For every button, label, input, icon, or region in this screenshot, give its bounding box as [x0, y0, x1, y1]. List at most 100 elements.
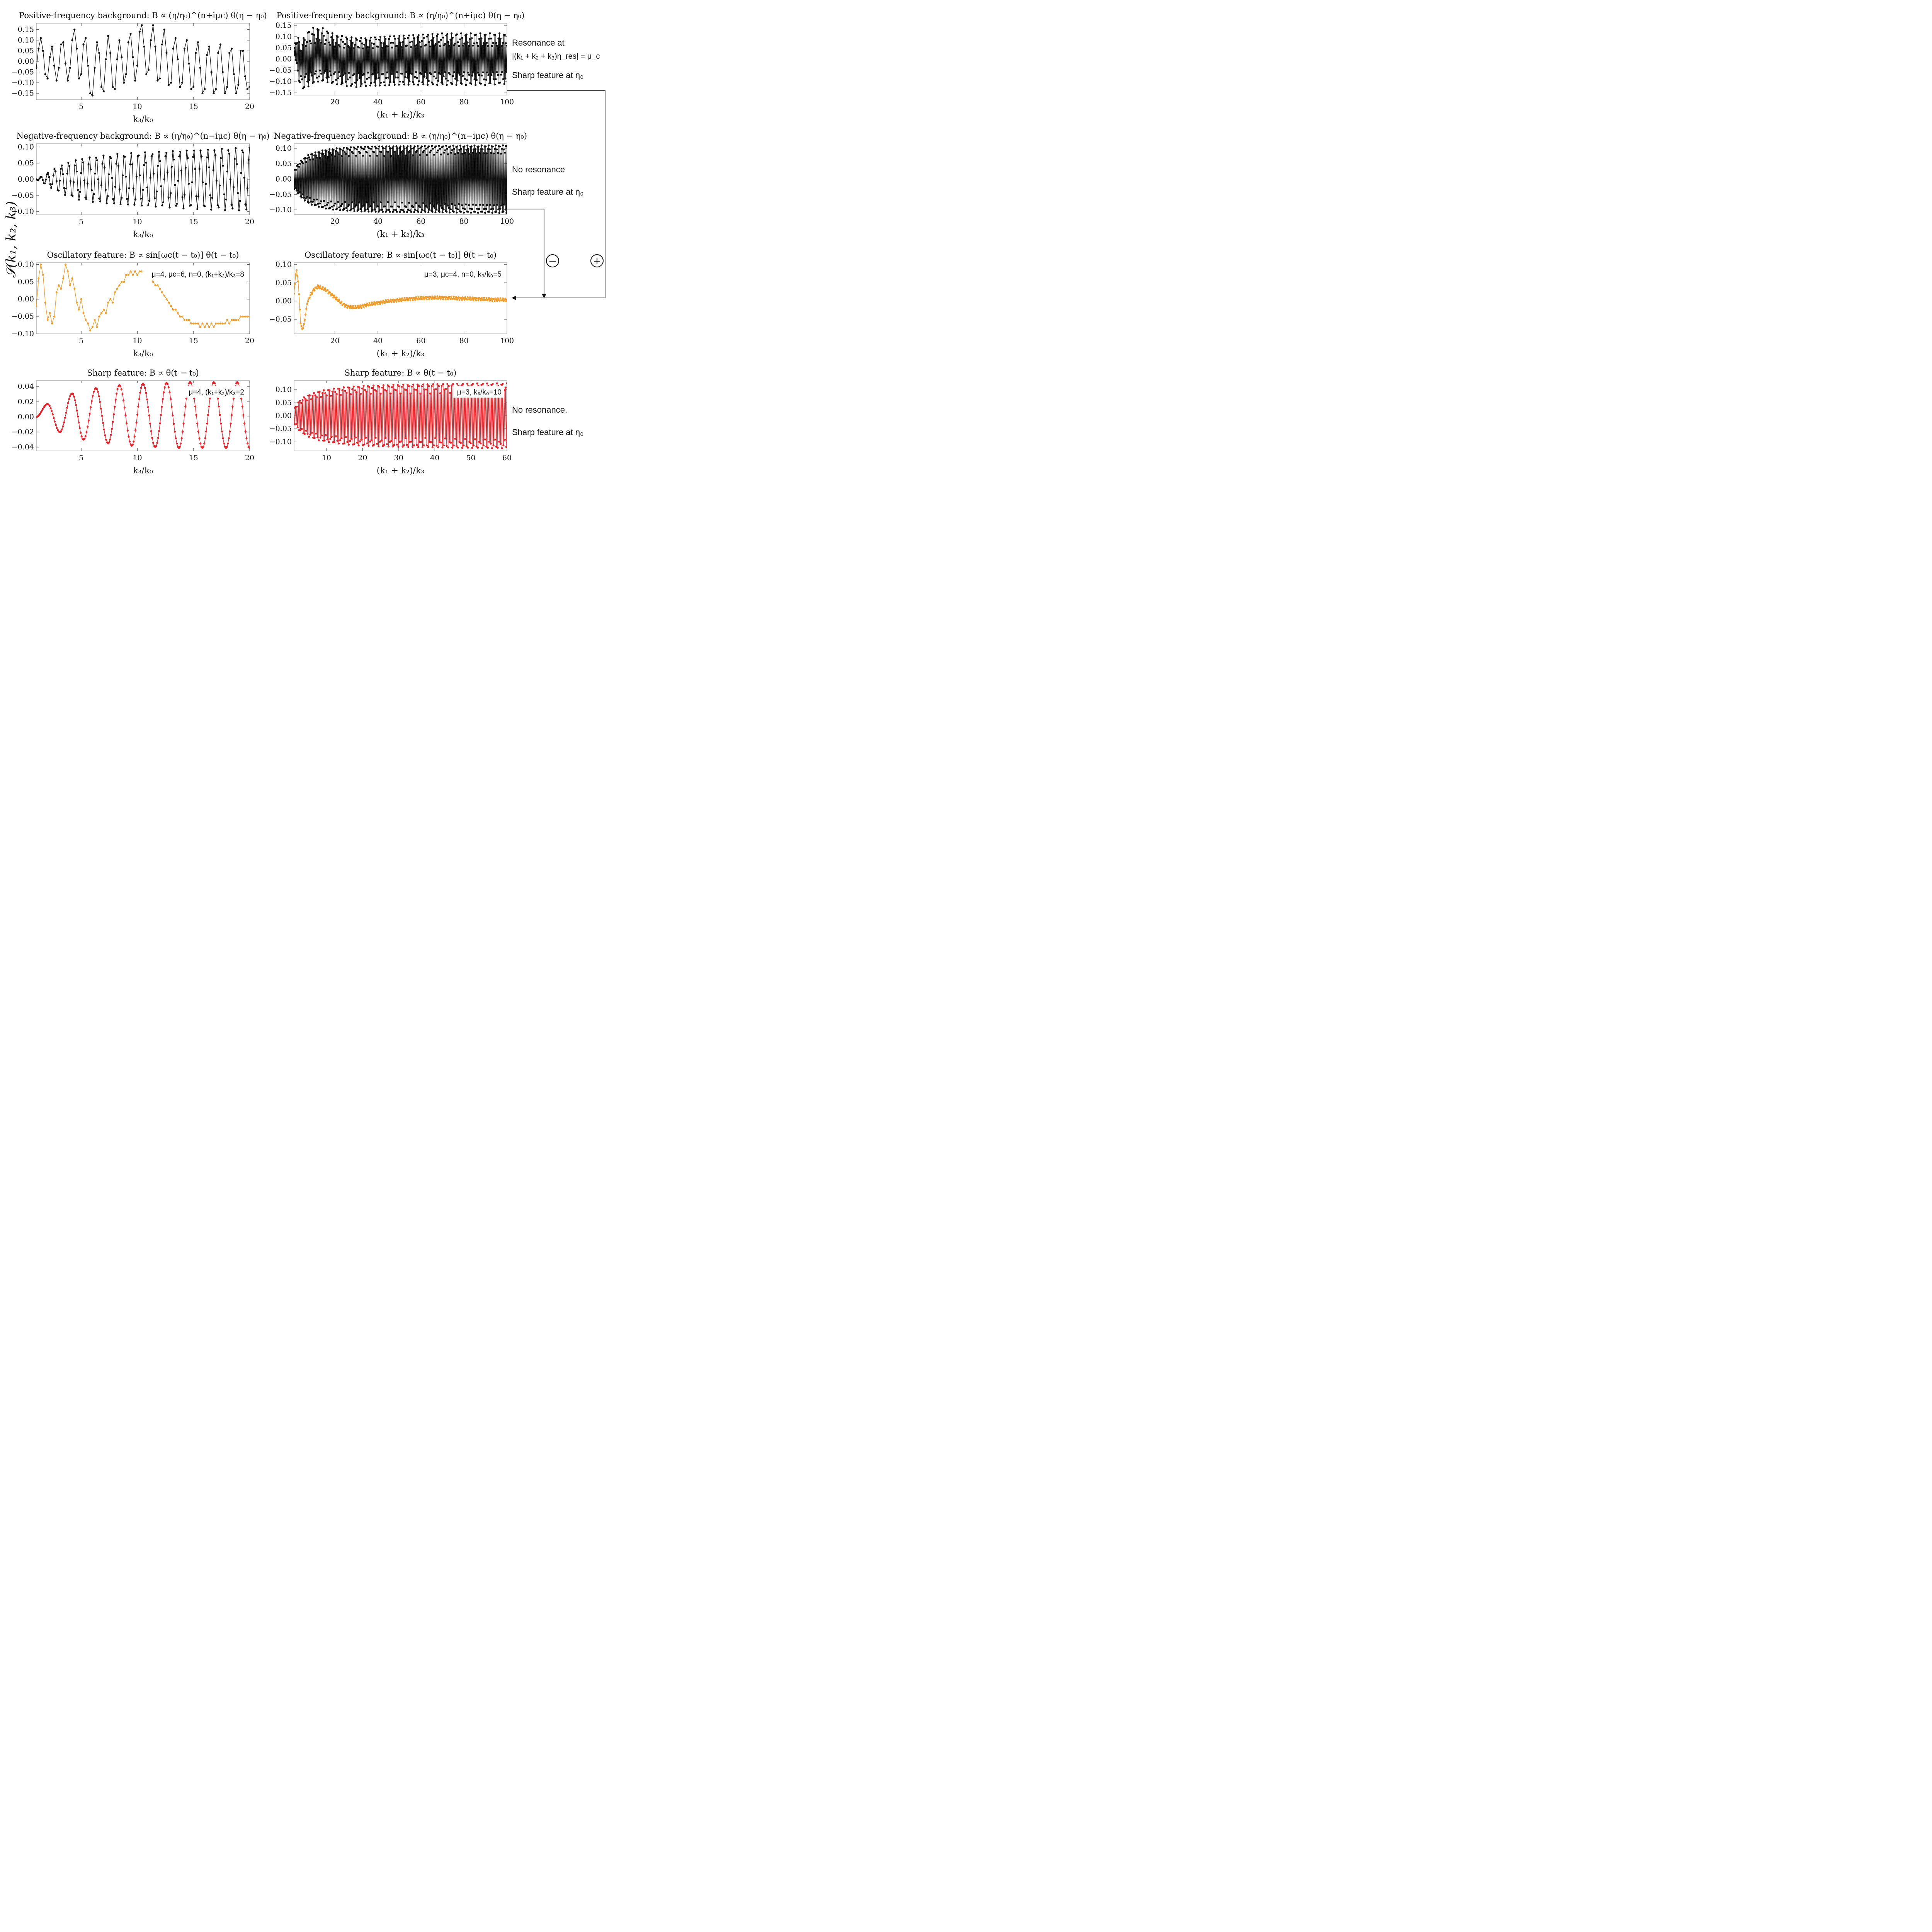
data-point [447, 80, 449, 82]
data-point [143, 164, 145, 166]
y-tick-label: 0.10 [18, 143, 34, 151]
data-point [431, 295, 434, 298]
data-point [376, 205, 379, 207]
data-point [123, 82, 125, 84]
data-point [355, 204, 358, 206]
data-point [141, 24, 143, 27]
data-point [472, 44, 474, 47]
data-point [306, 433, 309, 435]
data-point [92, 395, 94, 397]
data-point [101, 415, 103, 417]
data-point [300, 75, 302, 77]
data-point [236, 163, 238, 165]
data-point [431, 33, 434, 35]
data-point [440, 441, 442, 444]
data-point [68, 165, 71, 167]
data-point [48, 403, 50, 406]
data-point [449, 38, 452, 41]
data-point [362, 47, 364, 49]
data-point [334, 391, 337, 393]
data-point [328, 389, 331, 391]
data-point [353, 443, 355, 445]
data-point [321, 27, 324, 29]
data-point [486, 382, 488, 384]
parameter-annotation: μ=4, (k₁+k₂)/k₃=2 [189, 388, 244, 396]
data-point [438, 211, 441, 213]
data-point [497, 152, 499, 154]
data-point [241, 405, 244, 408]
data-point [456, 383, 458, 385]
data-point [463, 444, 465, 447]
data-point [85, 198, 88, 201]
data-point [374, 211, 377, 213]
data-point [320, 73, 322, 75]
data-point [184, 405, 187, 408]
data-point [486, 148, 489, 150]
data-point [497, 37, 500, 40]
data-point [485, 297, 488, 299]
data-point [344, 306, 346, 308]
data-point [489, 82, 492, 84]
y-tick-label: −0.15 [269, 88, 292, 97]
data-point [172, 308, 174, 311]
data-point [408, 202, 410, 204]
data-point [233, 319, 235, 321]
data-point [182, 430, 184, 433]
data-point [465, 33, 468, 36]
data-point [382, 42, 385, 44]
chart-p6: Oscillatory feature: B ∝ sin[ωc(t − t₀)]… [269, 250, 514, 359]
data-point [303, 37, 305, 39]
data-point [401, 297, 403, 299]
data-point [335, 147, 338, 150]
data-point [442, 145, 444, 148]
data-point [46, 319, 49, 321]
plots-layer: Positive-frequency background: B ∝ (η/η₀… [12, 11, 527, 476]
data-point [309, 294, 312, 296]
y-tick-label: −0.05 [269, 425, 292, 433]
data-point [204, 205, 206, 207]
data-point [383, 36, 386, 38]
data-point [460, 297, 462, 299]
data-point [344, 72, 346, 75]
data-point [226, 86, 228, 88]
data-point [325, 207, 327, 210]
data-point [382, 73, 384, 75]
data-point [135, 422, 138, 424]
data-point [506, 145, 507, 148]
data-point [301, 78, 303, 80]
data-point [476, 382, 478, 385]
data-point [456, 298, 458, 301]
data-point [78, 308, 80, 311]
data-point [371, 209, 374, 211]
data-point [143, 45, 145, 48]
data-point [248, 86, 250, 88]
data-point [114, 291, 116, 293]
data-point [83, 437, 86, 440]
data-point [451, 203, 453, 205]
data-point [438, 72, 440, 74]
data-point [486, 42, 488, 44]
data-point [300, 50, 303, 52]
data-point [76, 301, 78, 304]
x-tick-label: 20 [245, 454, 254, 462]
data-point [195, 414, 197, 416]
data-point [333, 294, 335, 297]
data-point [344, 201, 347, 203]
data-point [454, 78, 456, 80]
data-point [126, 429, 129, 432]
minus-circle-icon [546, 254, 559, 267]
data-point [468, 441, 471, 443]
data-point [412, 81, 414, 83]
data-point [384, 38, 387, 40]
data-point [315, 204, 317, 206]
data-point [337, 36, 339, 38]
data-point [331, 390, 333, 393]
data-point [474, 297, 476, 299]
data-point [478, 74, 480, 76]
data-point [304, 197, 307, 200]
data-point [310, 398, 312, 400]
data-point [395, 145, 398, 148]
data-point [323, 71, 326, 74]
data-point [461, 447, 463, 449]
data-point [51, 413, 54, 416]
